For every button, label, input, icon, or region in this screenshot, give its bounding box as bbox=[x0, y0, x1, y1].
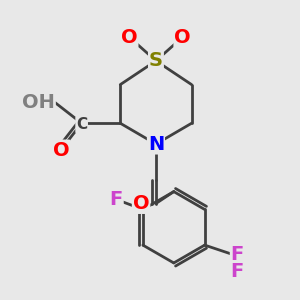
Text: O: O bbox=[133, 194, 149, 213]
Text: S: S bbox=[149, 51, 163, 70]
Text: OH: OH bbox=[22, 93, 55, 112]
Text: F: F bbox=[231, 262, 244, 281]
Text: F: F bbox=[231, 244, 244, 263]
Text: N: N bbox=[148, 135, 164, 154]
Text: O: O bbox=[52, 140, 69, 160]
Text: F: F bbox=[110, 190, 123, 208]
Text: C: C bbox=[76, 117, 87, 132]
Text: O: O bbox=[121, 28, 137, 46]
Text: O: O bbox=[174, 28, 191, 46]
